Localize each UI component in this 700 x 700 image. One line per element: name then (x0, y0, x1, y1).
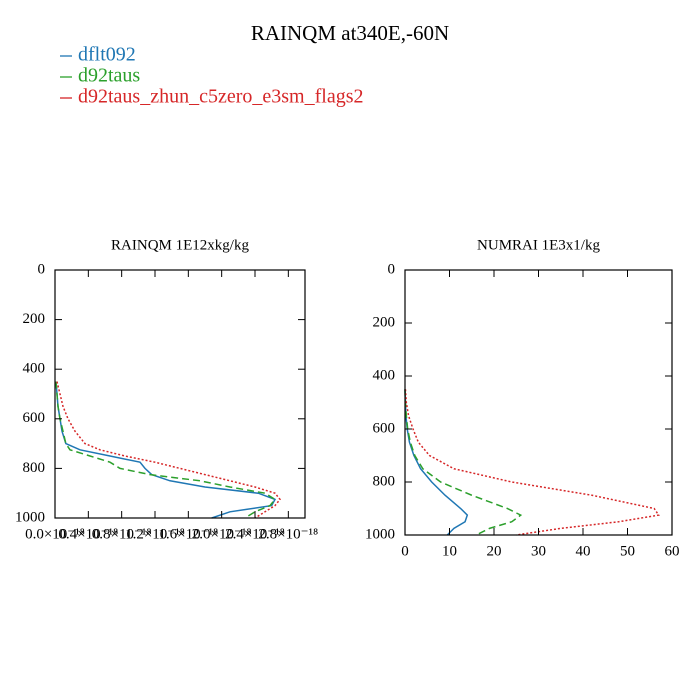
y-tick-label: 800 (373, 473, 396, 489)
x-tick-label: 10 (442, 543, 457, 559)
x-tick-label: 60 (665, 543, 680, 559)
data-line (404, 389, 469, 536)
y-tick-label: 1000 (15, 509, 45, 525)
y-tick-label: 600 (23, 410, 46, 426)
legend-label: d92taus_zhun_c5zero_e3sm_flags2 (78, 86, 363, 108)
y-tick-label: 200 (373, 314, 396, 330)
x-tick-label: 1.6×10⁻¹⁸ (158, 526, 218, 542)
y-tick-label: 200 (23, 311, 46, 327)
x-tick-label: 40 (576, 543, 591, 559)
x-tick-label: 1.2×10⁻¹⁸ (125, 526, 185, 542)
x-tick-label: 2.4×10⁻¹⁸ (225, 526, 285, 542)
plot-frame (54, 269, 306, 519)
x-tick-label: 50 (620, 543, 635, 559)
x-tick-label: 2.0×10⁻¹⁸ (192, 526, 252, 542)
y-tick-label: 1000 (365, 526, 395, 542)
data-line (404, 389, 523, 536)
y-tick-label: 800 (23, 460, 46, 476)
y-tick-label: 400 (23, 361, 46, 377)
subplot-title: RAINQM 1E12xkg/kg (111, 237, 249, 253)
x-tick-label: 0.8×10⁻¹⁸ (92, 526, 152, 542)
data-line (55, 381, 277, 519)
y-tick-label: 0 (38, 261, 46, 277)
x-tick-label: 0 (401, 543, 409, 559)
data-line (56, 381, 281, 519)
x-tick-label: 0.0×10⁻¹⁸ (25, 526, 85, 542)
legend-label: d92taus (78, 65, 140, 87)
figure-title: RAINQM at340E,-60N (251, 21, 449, 45)
y-tick-label: 400 (373, 367, 396, 383)
x-tick-label: 30 (531, 543, 546, 559)
x-tick-label: 0.4×10⁻¹⁸ (58, 526, 118, 542)
y-tick-label: 600 (373, 420, 396, 436)
x-tick-label: 20 (487, 543, 502, 559)
legend-label: dflt092 (78, 44, 136, 66)
data-line (55, 381, 277, 519)
y-tick-label: 0 (388, 261, 396, 277)
data-line (404, 389, 660, 536)
x-tick-label: 2.8×10⁻¹⁸ (258, 526, 318, 542)
subplot-title: NUMRAI 1E3x1/kg (477, 237, 600, 253)
